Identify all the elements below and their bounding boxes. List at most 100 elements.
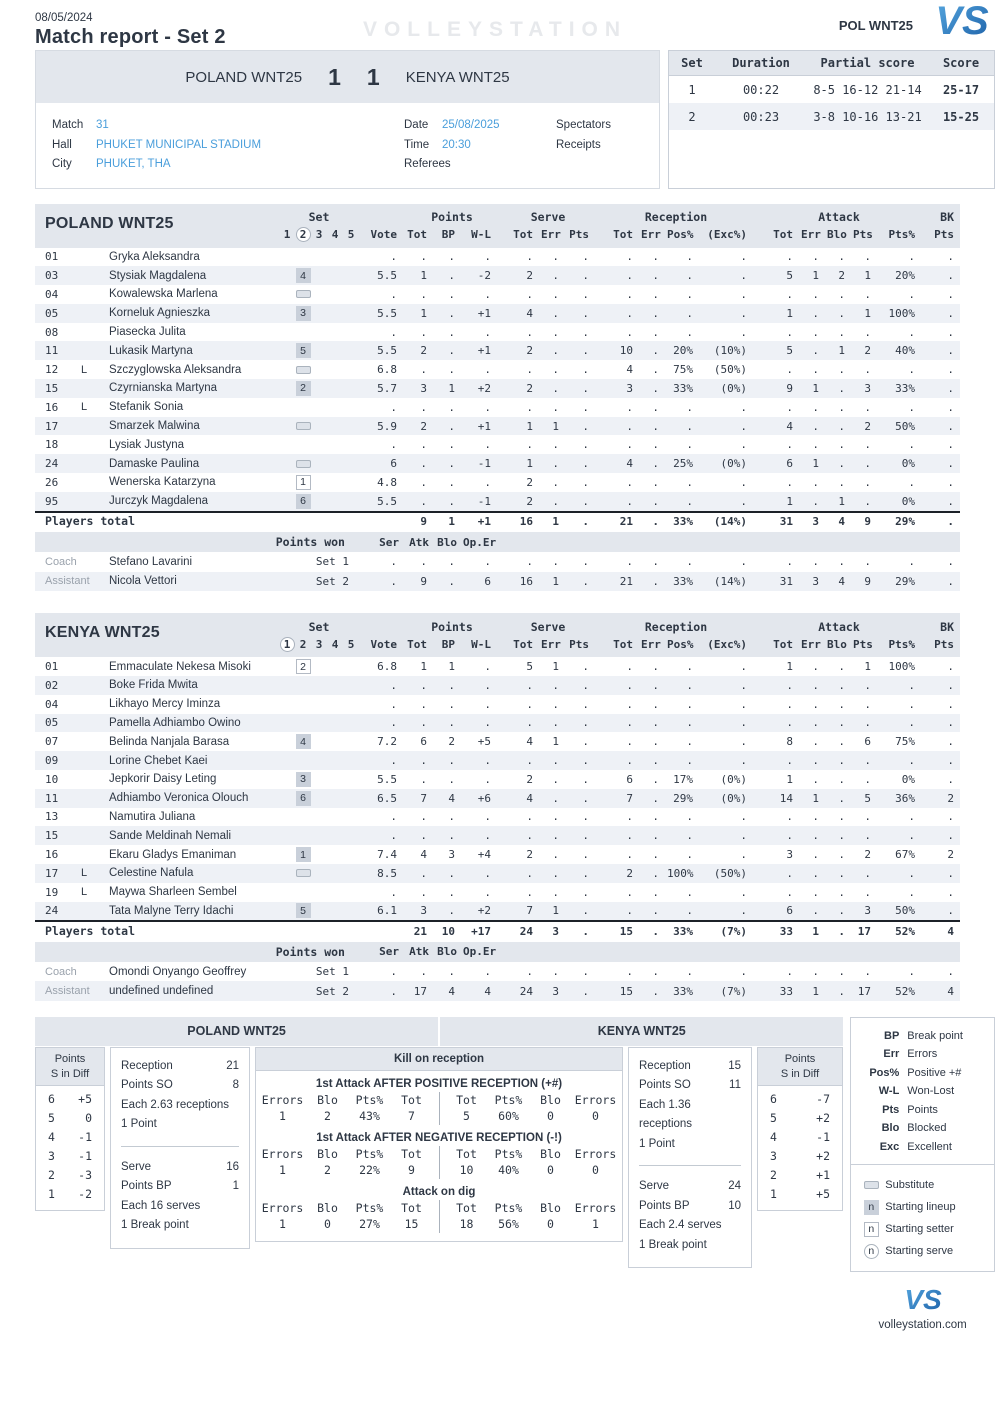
sideout-row: Points SO 8: [121, 1076, 239, 1096]
points-won-column: Ser: [379, 945, 399, 959]
player-stat-cell: 1: [812, 269, 819, 283]
player-number: 95: [45, 494, 59, 508]
player-stat-cell: 7.2: [377, 735, 397, 749]
staff-stat-cell: .: [838, 984, 845, 998]
player-stat-cell: .: [652, 735, 659, 749]
player-stat-cell: .: [740, 660, 747, 674]
points-won-label: Points won: [275, 944, 345, 959]
player-stat-cell: 17%: [673, 772, 693, 786]
player-number: 10: [45, 772, 59, 786]
player-stat-cell: .: [652, 716, 659, 730]
player-name: Jurczyk Magdalena: [109, 495, 209, 508]
player-stat-cell: .: [552, 438, 559, 452]
player-stat-cell: .: [908, 363, 915, 377]
player-stat-cell: 6.8: [377, 660, 397, 674]
player-name: Lysiak Justyna: [109, 438, 184, 451]
kill-value: 43%: [359, 1109, 380, 1124]
bottom-panels: Points S in Diff 6 +5 5 0 4 -1 3 -1 2 -3 1 -2 Recep…: [35, 1046, 843, 1269]
player-stat-cell: .: [812, 400, 819, 414]
player-row: 01 Gryka Aleksandra.................: [35, 248, 960, 267]
player-stat-cell: .: [448, 772, 455, 786]
set-badge-cell: 5: [279, 903, 359, 919]
vertical-divider: [438, 1199, 440, 1233]
player-stat-cell: .: [812, 250, 819, 264]
column-header: W-L: [471, 228, 491, 242]
sideout-label: 1 Point: [121, 1118, 157, 1131]
player-stat-cell: .: [420, 697, 427, 711]
total-stat-cell: .: [582, 924, 589, 938]
staff-stat-cell: .: [786, 965, 793, 979]
staff-role-label: Assistant: [45, 985, 90, 998]
staff-stat-cell: 17: [857, 984, 871, 998]
player-stat-cell: .: [626, 735, 633, 749]
player-stat-cell: 3: [420, 381, 427, 395]
player-stat-cell: .: [526, 438, 533, 452]
player-stat-cell: 1: [786, 494, 793, 508]
player-stat-cell: .: [552, 381, 559, 395]
staff-stat-cell: .: [686, 555, 693, 569]
player-stat-cell: .: [582, 791, 589, 805]
sub-badge: [295, 422, 311, 431]
player-stat-cell: .: [448, 716, 455, 730]
player-stat-cell: .: [484, 475, 491, 489]
player-stat-cell: .: [390, 697, 397, 711]
player-number: 16: [45, 848, 59, 862]
kill-value: 0: [547, 1217, 554, 1232]
total-stat-cell: 24: [519, 924, 533, 938]
home-team-name: POLAND WNT25: [185, 68, 303, 86]
player-stat-cell: 100%: [888, 306, 916, 320]
player-stat-cell: .: [740, 400, 747, 414]
player-stat-cell: .: [786, 697, 793, 711]
total-stat-cell: 3: [812, 514, 819, 528]
set-badge-cell: 3: [279, 771, 359, 787]
points-won-column: Blo: [437, 535, 457, 549]
player-stat-cell: .: [686, 475, 693, 489]
staff-stat-cell: (14%): [713, 574, 747, 588]
staff-set-label: Set 2: [315, 574, 349, 588]
kill-value: 7: [408, 1109, 415, 1124]
player-stat-cell: 3: [626, 381, 633, 395]
player-stat-cell: 1: [552, 735, 559, 749]
staff-stat-cell: .: [390, 555, 397, 569]
points-header-line1: Points: [54, 1052, 86, 1065]
player-stat-cell: .: [652, 791, 659, 805]
player-stat-cell: 1: [420, 269, 427, 283]
player-stat-cell: .: [908, 866, 915, 880]
player-stat-cell: .: [652, 363, 659, 377]
player-stat-cell: 2: [526, 269, 533, 283]
player-stat-cell: .: [947, 829, 954, 843]
player-stat-cell: .: [812, 475, 819, 489]
match-details-col1: Match 31 Hall PHUKET MUNICIPAL STADIUM Cit…: [52, 116, 404, 175]
player-stat-cell: .: [420, 754, 427, 768]
staff-stat-cell: .: [526, 555, 533, 569]
group-header: Points: [431, 619, 473, 634]
sideout-row: Points BP 1: [121, 1177, 239, 1197]
player-stat-cell: .: [812, 735, 819, 749]
column-header: Pts: [569, 228, 589, 242]
legend-icons: Substitute n Starting lineup n Starting sett…: [851, 1164, 994, 1271]
player-stat-cell: 1: [812, 791, 819, 805]
bottom-left: POLAND WNT25 KENYA WNT25 Points S in Dif…: [35, 1016, 844, 1269]
player-row: 16 Ekaru Gladys Emaniman 1 7.4 4 3 +4 2...... 3.…: [35, 845, 960, 864]
bottom-right: BP Break point Err Errors Pos% Positive +# W-L…: [850, 1016, 995, 1331]
group-header-row: Set Points Serve Reception Attack BK: [35, 209, 960, 227]
player-stat-cell: .: [552, 457, 559, 471]
total-stat-cell: 1: [552, 514, 559, 528]
player-stat-cell: .: [526, 885, 533, 899]
report-header: 08/05/2024 Match report - Set 2 VOLLEYST…: [35, 0, 995, 50]
player-stat-cell: .: [526, 325, 533, 339]
legend-icon-label: Substitute: [885, 1179, 935, 1192]
kill-col-header: Errors: [574, 1092, 617, 1107]
player-stat-cell: 25%: [673, 457, 693, 471]
player-stat-cell: .: [526, 829, 533, 843]
column-header: Pos%: [667, 228, 694, 242]
player-stat-cell: +2: [477, 904, 491, 918]
player-row: 11 Lukasik Martyna 5 5.5 2. +1 2.. 10. 20% (10%) 5…: [35, 341, 960, 361]
column-header: Tot: [613, 637, 633, 651]
kill-tables: Errors Blo Pts% Tot 1 2 43% 7 Tot Pts% Blo Errors 5 6…: [256, 1091, 622, 1125]
player-stat-cell: .: [812, 754, 819, 768]
player-number: 16: [45, 400, 59, 414]
total-stat-cell: +17: [471, 924, 491, 938]
player-stat-cell: .: [812, 904, 819, 918]
player-stat-cell: .: [864, 866, 871, 880]
